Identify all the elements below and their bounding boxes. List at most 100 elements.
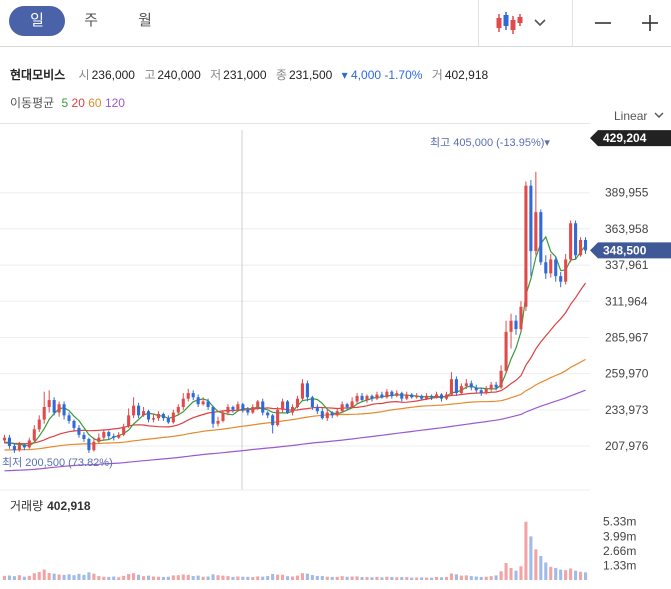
volume-bar bbox=[77, 573, 81, 580]
candle-body bbox=[375, 394, 379, 399]
volume-bar bbox=[82, 574, 86, 580]
tab-daily[interactable]: 일 bbox=[9, 6, 65, 36]
candle-body bbox=[211, 407, 215, 424]
candle-body bbox=[564, 259, 568, 282]
toolbar-divider bbox=[478, 0, 479, 46]
candle-body bbox=[196, 397, 200, 405]
volume-bar bbox=[72, 575, 76, 580]
candle-body bbox=[484, 388, 488, 394]
candle-body bbox=[504, 331, 508, 371]
volume-tick-label: 5.33m bbox=[603, 515, 636, 529]
volume-bar bbox=[166, 576, 170, 580]
candle-body bbox=[469, 383, 473, 388]
volume-bar bbox=[216, 575, 220, 580]
candle-body bbox=[410, 394, 414, 398]
candle-body bbox=[256, 401, 260, 408]
zoom-out-button[interactable] bbox=[583, 0, 623, 46]
volume-bar bbox=[400, 577, 404, 580]
candle-body bbox=[330, 412, 334, 416]
candle-body bbox=[206, 401, 210, 408]
candle-body bbox=[300, 383, 304, 399]
candle-body bbox=[236, 404, 240, 410]
zoom-in-button[interactable] bbox=[630, 0, 670, 46]
candle-body bbox=[370, 395, 374, 399]
volume-bar bbox=[494, 575, 498, 580]
candle-body bbox=[514, 320, 518, 330]
volume-bar bbox=[410, 577, 414, 580]
candle-body bbox=[221, 412, 225, 421]
tab-monthly[interactable]: 월 bbox=[138, 12, 152, 29]
volume-bar bbox=[310, 575, 314, 580]
candle-body bbox=[569, 223, 573, 260]
price-tick-label: 337,961 bbox=[605, 258, 649, 272]
moving-average-line-5 bbox=[4, 235, 586, 447]
open-value: 236,000 bbox=[91, 68, 135, 82]
candle-body bbox=[42, 407, 46, 420]
low-annotation: 최저 200,500 (73.82%) bbox=[2, 456, 113, 469]
volume-tick-label: 3.99m bbox=[603, 529, 636, 543]
volume-bar bbox=[524, 521, 528, 580]
candle-body bbox=[464, 383, 468, 387]
chart-type-button[interactable] bbox=[479, 0, 571, 46]
ma-20[interactable]: 20 bbox=[71, 96, 85, 110]
period-toolbar: 일 주 월 bbox=[0, 0, 671, 47]
minus-icon bbox=[595, 22, 611, 24]
chevron-down-icon[interactable] bbox=[525, 13, 555, 33]
ma-5[interactable]: 5 bbox=[61, 96, 69, 110]
candle-body bbox=[186, 393, 190, 399]
moving-average-label: 이동평균 bbox=[10, 96, 55, 110]
volume-bar bbox=[132, 573, 136, 580]
volume-chart-value: 402,918 bbox=[47, 499, 91, 513]
candle-body bbox=[92, 441, 96, 451]
current-price-badge-text: 348,500 bbox=[603, 243, 647, 257]
candle-body bbox=[22, 444, 26, 448]
volume-tick-label: 2.66m bbox=[603, 544, 636, 558]
volume-tick-label: 1.33m bbox=[603, 558, 636, 572]
volume-bar bbox=[430, 577, 434, 580]
volume-bar bbox=[67, 574, 71, 580]
volume-bar bbox=[206, 576, 210, 580]
volume-bar bbox=[489, 576, 493, 580]
volume-bar bbox=[425, 577, 429, 580]
volume-bar bbox=[459, 575, 463, 580]
candle-body bbox=[489, 384, 493, 389]
chevron-down-icon bbox=[654, 112, 664, 118]
candle-body bbox=[360, 395, 364, 401]
candle-body bbox=[231, 407, 235, 410]
candle-body bbox=[529, 185, 533, 252]
volume-label: 거 bbox=[431, 68, 443, 82]
volume-bar bbox=[171, 575, 175, 580]
volume-bar bbox=[146, 575, 151, 580]
candle-body bbox=[310, 397, 314, 408]
volume-bar bbox=[360, 577, 364, 580]
candle-body bbox=[77, 427, 81, 435]
volume-bar bbox=[251, 577, 255, 580]
volume-bar bbox=[340, 576, 344, 580]
ma-120[interactable]: 120 bbox=[104, 96, 125, 110]
candle-body bbox=[524, 185, 528, 307]
candle-body bbox=[539, 212, 543, 263]
candle-body bbox=[579, 239, 583, 256]
volume-bar bbox=[17, 575, 21, 580]
close-value: 231,500 bbox=[288, 68, 333, 82]
candle-body bbox=[509, 320, 513, 332]
volume-bar bbox=[281, 574, 285, 580]
ma-60[interactable]: 60 bbox=[88, 96, 102, 110]
tab-weekly[interactable]: 주 bbox=[84, 12, 98, 29]
candle-body bbox=[27, 440, 31, 448]
plus-icon bbox=[642, 15, 658, 31]
candle-body bbox=[420, 395, 424, 399]
candle-body bbox=[439, 394, 444, 399]
scale-mode-select[interactable]: Linear bbox=[614, 109, 665, 123]
high-label: 고 bbox=[144, 68, 156, 82]
volume-bar bbox=[544, 562, 548, 580]
volume-bar bbox=[271, 573, 275, 580]
volume-bar bbox=[539, 555, 543, 580]
candle-body bbox=[2, 437, 7, 441]
volume-bar bbox=[161, 576, 165, 580]
candle-body bbox=[37, 419, 41, 430]
low-value: 231,000 bbox=[223, 68, 267, 82]
volume-bar bbox=[420, 577, 424, 580]
volume-bar bbox=[574, 570, 578, 580]
